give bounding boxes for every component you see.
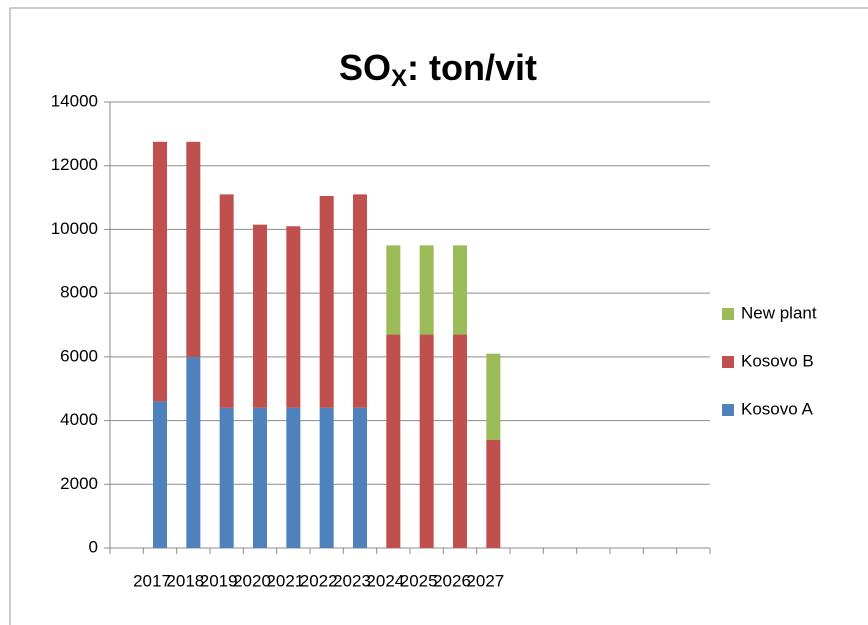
legend-label: New plant bbox=[741, 303, 817, 322]
y-tick-label: 2000 bbox=[60, 474, 98, 493]
y-tick-label: 4000 bbox=[60, 410, 98, 429]
bar-segment bbox=[453, 245, 467, 335]
y-tick-label: 8000 bbox=[60, 283, 98, 302]
chart-title: SOX: ton/vit bbox=[339, 47, 537, 93]
bar-segment bbox=[419, 245, 434, 335]
title-main: SO bbox=[339, 47, 391, 88]
bar-segment bbox=[219, 194, 234, 408]
y-tick-label: 6000 bbox=[60, 346, 98, 365]
x-tick-label: 2019 bbox=[200, 571, 238, 590]
bar-segment bbox=[353, 194, 367, 408]
x-tick-label: 2020 bbox=[233, 571, 271, 590]
y-tick-label: 12000 bbox=[51, 155, 98, 174]
x-tick-label: 2021 bbox=[266, 571, 304, 590]
legend-label: Kosovo A bbox=[741, 399, 813, 418]
x-tick-label: 2027 bbox=[466, 571, 504, 590]
bar-segment bbox=[486, 439, 501, 548]
bar-segment bbox=[186, 141, 201, 357]
bar-segment bbox=[319, 195, 334, 408]
bar-segment bbox=[153, 401, 167, 548]
bar-segment bbox=[153, 141, 167, 402]
x-tick-label: 2017 bbox=[133, 571, 171, 590]
y-tick-label: 10000 bbox=[51, 219, 98, 238]
chart-frame bbox=[9, 7, 868, 625]
x-tick-label: 2026 bbox=[433, 571, 471, 590]
legend-swatch bbox=[722, 356, 734, 368]
x-tick-label: 2024 bbox=[366, 571, 404, 590]
bar-segment bbox=[286, 226, 301, 408]
bar-segment bbox=[253, 224, 267, 408]
title-rest: : ton/vit bbox=[407, 47, 537, 88]
bar-segment bbox=[353, 407, 367, 548]
bar-segment bbox=[219, 407, 234, 548]
bar-segment bbox=[253, 407, 267, 548]
bar-segment bbox=[386, 334, 401, 548]
x-tick-label: 2022 bbox=[300, 571, 338, 590]
y-tick-label: 0 bbox=[89, 537, 98, 556]
bar-segment bbox=[286, 407, 301, 548]
x-tick-label: 2025 bbox=[400, 571, 438, 590]
bar-segment bbox=[486, 353, 501, 440]
title-subscript: X bbox=[391, 65, 407, 92]
bar-segment bbox=[319, 407, 334, 548]
bar-segment bbox=[186, 356, 201, 548]
x-tick-label: 2023 bbox=[333, 571, 371, 590]
legend-label: Kosovo B bbox=[741, 351, 814, 370]
y-tick-label: 14000 bbox=[51, 91, 98, 110]
bar-segment bbox=[419, 334, 434, 548]
bar-segment bbox=[453, 334, 467, 548]
legend-swatch bbox=[722, 404, 734, 416]
legend-swatch bbox=[722, 308, 734, 320]
x-tick-label: 2018 bbox=[166, 571, 204, 590]
bar-segment bbox=[386, 245, 401, 335]
